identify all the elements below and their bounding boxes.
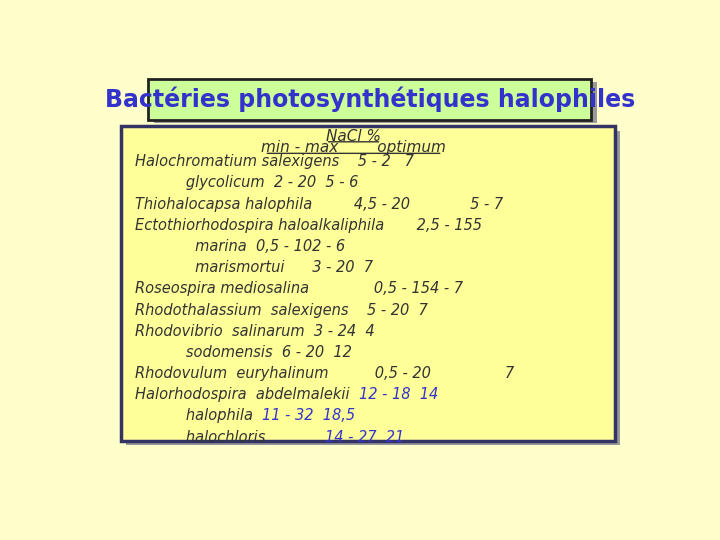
Text: 11 - 32  18,5: 11 - 32 18,5 <box>262 408 356 423</box>
FancyBboxPatch shape <box>153 82 597 123</box>
Text: Rhodothalassium  salexigens    5 - 20  7: Rhodothalassium salexigens 5 - 20 7 <box>135 302 428 318</box>
Text: 12 - 18  14: 12 - 18 14 <box>359 387 438 402</box>
Text: 14 - 27  21: 14 - 27 21 <box>325 430 405 444</box>
Text: Thiohalocapsa halophila         4,5 - 20             5 - 7: Thiohalocapsa halophila 4,5 - 20 5 - 7 <box>135 197 503 212</box>
Text: Bactéries photosynthétiques halophiles: Bactéries photosynthétiques halophiles <box>104 87 635 112</box>
Text: halophila: halophila <box>135 408 262 423</box>
Text: Halorhodospira  abdelmalekii: Halorhodospira abdelmalekii <box>135 387 359 402</box>
Text: Rhodovulum  euryhalinum          0,5 - 20                7: Rhodovulum euryhalinum 0,5 - 20 7 <box>135 366 514 381</box>
Text: halochloris: halochloris <box>135 430 325 444</box>
Text: Roseospira mediosalina              0,5 - 154 - 7: Roseospira mediosalina 0,5 - 154 - 7 <box>135 281 463 296</box>
Text: min - max        optimum: min - max optimum <box>261 140 446 156</box>
Text: sodomensis  6 - 20  12: sodomensis 6 - 20 12 <box>135 345 352 360</box>
Text: Halochromatium salexigens    5 - 2   7: Halochromatium salexigens 5 - 2 7 <box>135 154 414 170</box>
FancyBboxPatch shape <box>126 131 620 445</box>
FancyBboxPatch shape <box>148 79 591 120</box>
Text: marina  0,5 - 102 - 6: marina 0,5 - 102 - 6 <box>135 239 345 254</box>
Text: glycolicum  2 - 20  5 - 6: glycolicum 2 - 20 5 - 6 <box>135 176 359 191</box>
Text: marismortui      3 - 20  7: marismortui 3 - 20 7 <box>135 260 373 275</box>
FancyBboxPatch shape <box>121 126 616 441</box>
Text: Ectothiorhodospira haloalkaliphila       2,5 - 155: Ectothiorhodospira haloalkaliphila 2,5 -… <box>135 218 482 233</box>
Text: NaCl %: NaCl % <box>326 129 381 144</box>
Text: Rhodovibrio  salinarum  3 - 24  4: Rhodovibrio salinarum 3 - 24 4 <box>135 323 374 339</box>
